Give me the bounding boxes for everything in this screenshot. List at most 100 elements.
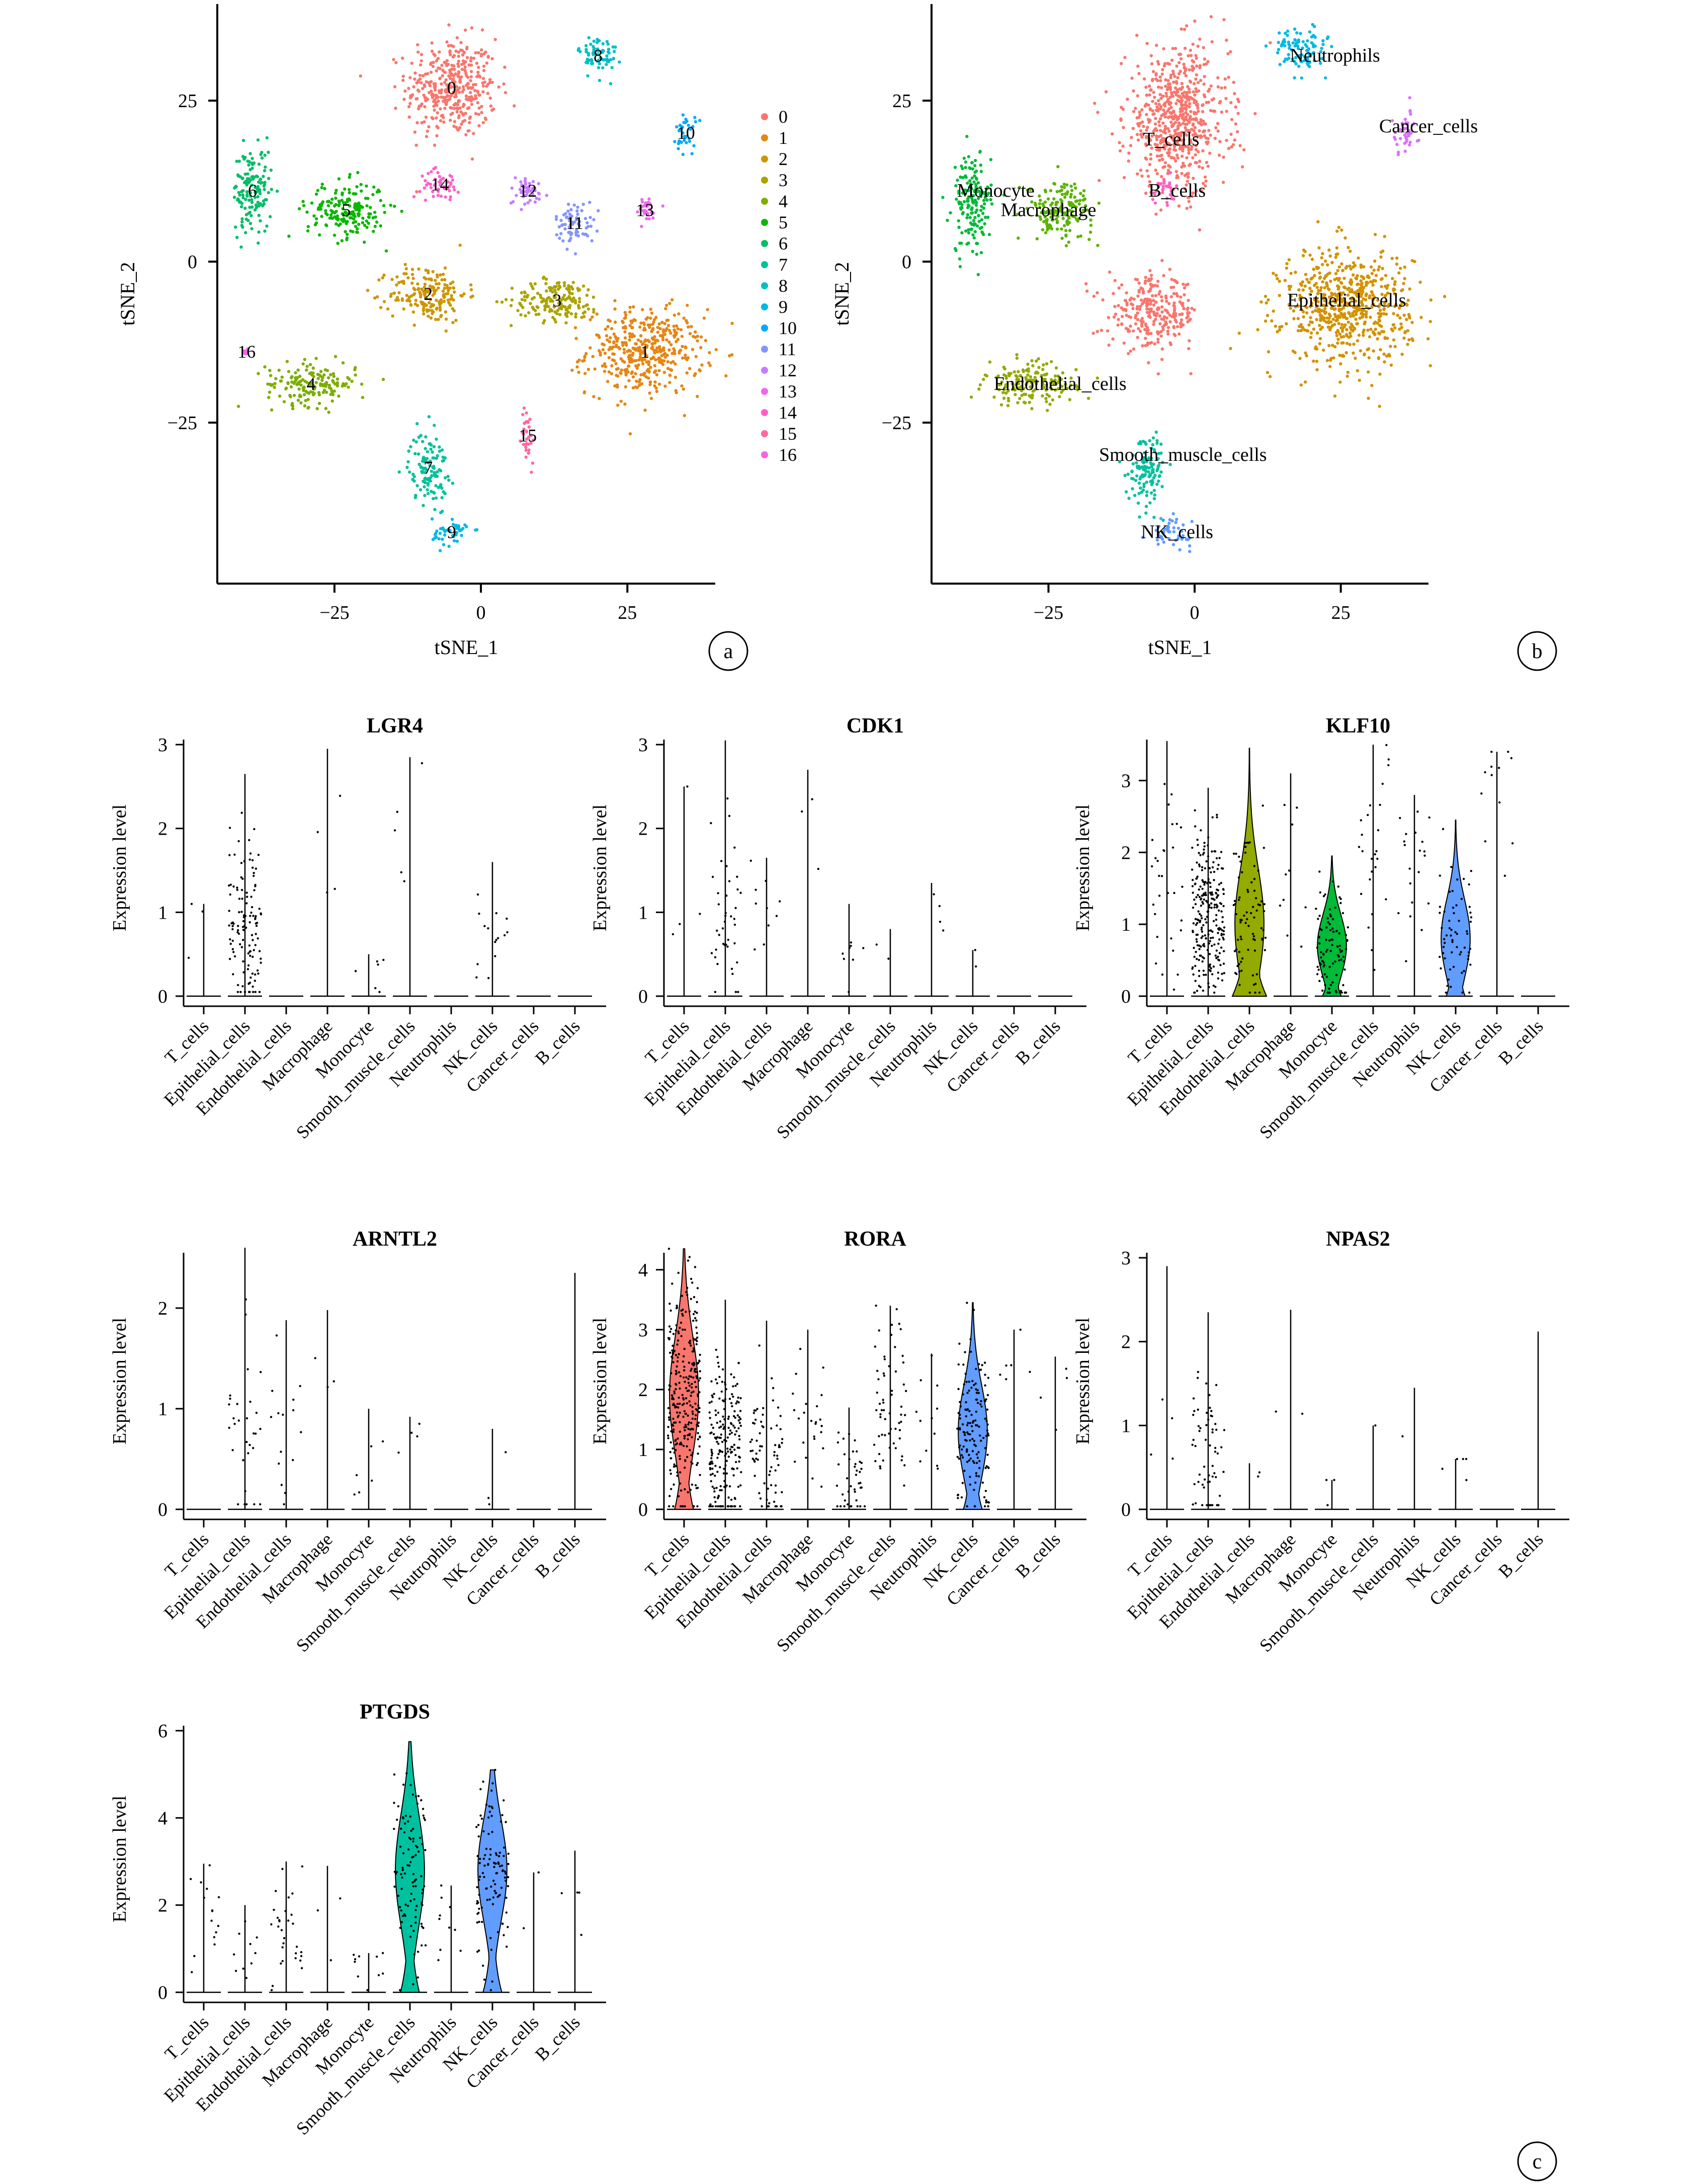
point-2 [427, 271, 430, 275]
point-7 [423, 485, 426, 489]
point-2 [390, 278, 394, 281]
point-T_cells [1240, 165, 1244, 169]
point-1 [706, 308, 709, 311]
point-Monocyte [979, 251, 983, 255]
violin-dot [393, 829, 396, 832]
point-B_cells [1153, 201, 1157, 205]
violin-dot [242, 920, 245, 923]
legend-label: 3 [779, 170, 788, 190]
violin-dot [737, 991, 739, 993]
point-1 [591, 315, 594, 319]
violin-dot [715, 948, 717, 951]
point-T_cells [1092, 294, 1096, 298]
point-4 [279, 379, 283, 383]
point-1 [628, 432, 632, 436]
point-Epithelial_cells [1354, 356, 1357, 360]
point-1 [608, 340, 612, 344]
point-7 [418, 488, 423, 492]
point-0 [393, 85, 397, 89]
point-10 [698, 119, 702, 122]
celltype-annotation: Monocyte [957, 180, 1035, 201]
point-3 [525, 295, 529, 299]
point-0 [451, 80, 455, 84]
y-tick-label: 0 [638, 986, 648, 1007]
point-Epithelial_cells [1329, 357, 1333, 360]
point-4 [288, 393, 292, 397]
point-Endothelial_cells [1031, 364, 1035, 368]
point-7 [427, 415, 431, 419]
point-1 [686, 356, 690, 360]
point-3 [565, 308, 569, 311]
point-7 [440, 496, 444, 500]
point-T_cells [1101, 298, 1105, 302]
point-5 [365, 184, 368, 188]
point-5 [393, 204, 396, 208]
point-Endothelial_cells [1017, 370, 1020, 373]
point-Epithelial_cells [1309, 331, 1313, 335]
point-2 [386, 307, 390, 311]
point-Epithelial_cells [1268, 375, 1272, 378]
violin-dot [733, 942, 736, 945]
point-Neutrophils [1280, 44, 1283, 48]
point-Endothelial_cells [999, 403, 1003, 407]
point-0 [459, 48, 463, 52]
panel-label-c: c [1517, 2141, 1557, 2181]
point-Neutrophils [1297, 40, 1301, 44]
point-1 [575, 360, 579, 364]
point-7 [433, 508, 437, 511]
point-Smooth_muscle_cells [1138, 515, 1141, 519]
point-1 [665, 338, 668, 342]
point-T_cells [1189, 54, 1193, 57]
point-1 [663, 322, 666, 326]
point-T_cells [1201, 149, 1205, 152]
point-1 [641, 343, 644, 346]
point-T_cells [1153, 122, 1157, 126]
point-T_cells [1136, 64, 1140, 68]
point-Epithelial_cells [1328, 314, 1332, 318]
point-T_cells [1104, 90, 1108, 94]
point-5 [332, 233, 336, 237]
point-0 [448, 86, 451, 90]
point-T_cells [1169, 295, 1173, 298]
point-6 [256, 185, 260, 189]
point-Smooth_muscle_cells [1126, 472, 1130, 476]
point-0 [488, 78, 492, 82]
point-T_cells [1182, 164, 1185, 168]
point-1 [630, 370, 634, 374]
point-5 [352, 213, 355, 217]
point-Epithelial_cells [1368, 335, 1372, 339]
tsne-panel-b: −25 0 25−25025tSNE_1tSNE_2NeutrophilsCance… [830, 4, 1478, 659]
point-T_cells [1127, 352, 1130, 355]
point-4 [361, 395, 365, 399]
point-T_cells [1193, 82, 1196, 86]
point-4 [317, 401, 321, 405]
point-Neutrophils [1306, 39, 1309, 43]
point-3 [562, 281, 566, 285]
point-T_cells [1160, 153, 1163, 157]
point-9 [430, 517, 434, 521]
point-0 [482, 69, 486, 72]
point-3 [529, 302, 532, 305]
point-5 [316, 189, 319, 192]
point-Monocyte [975, 208, 979, 212]
violin-dot [730, 915, 732, 918]
point-1 [626, 370, 630, 374]
point-Epithelial_cells [1352, 273, 1355, 277]
point-T_cells [1174, 102, 1178, 105]
point-10 [678, 129, 681, 132]
point-4 [257, 372, 260, 375]
violin-dot [260, 961, 262, 964]
violin-dot [749, 859, 752, 862]
violin-dot [253, 874, 255, 877]
point-Endothelial_cells [1015, 356, 1019, 360]
point-0 [483, 116, 487, 120]
point-Monocyte [970, 161, 974, 165]
point-9 [439, 527, 443, 531]
point-14 [432, 195, 435, 198]
point-0 [459, 41, 463, 44]
point-Cancer_cells [1405, 138, 1409, 142]
point-T_cells [1150, 294, 1154, 297]
violin-dot [779, 900, 781, 903]
point-3 [571, 287, 574, 291]
